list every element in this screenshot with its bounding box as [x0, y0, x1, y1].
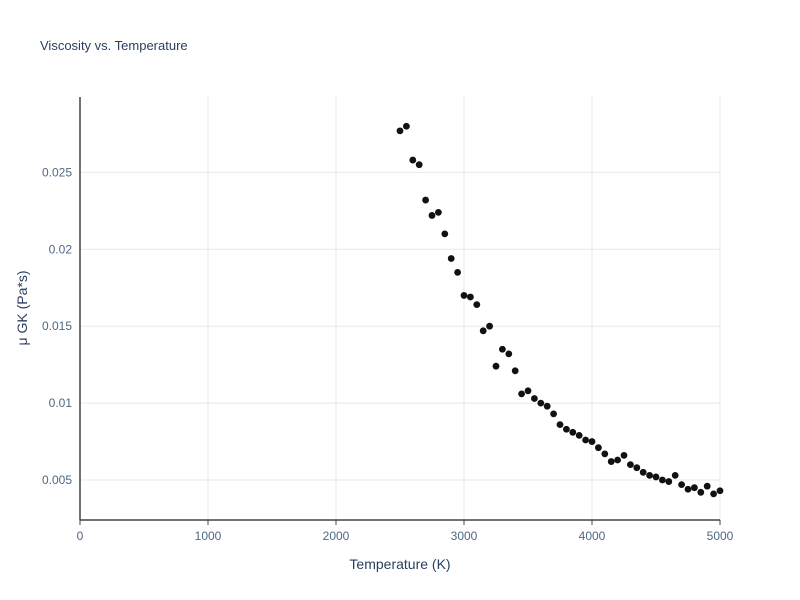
data-point	[633, 464, 641, 472]
data-point	[639, 468, 647, 476]
data-point	[550, 410, 557, 418]
data-point	[460, 292, 468, 299]
data-point	[403, 122, 410, 130]
data-point	[665, 478, 673, 485]
data-point	[537, 399, 545, 407]
data-point	[499, 345, 506, 353]
data-point	[447, 255, 455, 262]
data-point	[511, 367, 519, 375]
data-point	[428, 212, 436, 219]
data-point	[710, 490, 717, 498]
data-point	[556, 421, 564, 429]
data-point	[582, 436, 589, 444]
x-tick-label: 3000	[451, 529, 478, 543]
data-point	[524, 387, 532, 395]
y-tick-label: 0.005	[42, 473, 72, 487]
x-axis-title: Temperature (K)	[349, 556, 451, 572]
data-point	[601, 450, 609, 458]
y-tick-label: 0.01	[49, 396, 73, 410]
data-point	[703, 482, 711, 490]
data-point	[396, 127, 404, 135]
data-point	[479, 327, 487, 335]
data-point	[441, 230, 449, 238]
y-axis-title-text: μ GK (Pa*s)	[14, 270, 30, 346]
data-point	[473, 301, 481, 309]
data-point	[614, 456, 621, 464]
data-point	[569, 428, 577, 436]
data-point	[518, 390, 525, 398]
data-point	[646, 471, 653, 479]
data-point	[435, 208, 442, 216]
data-point	[659, 476, 666, 484]
data-point	[486, 322, 493, 330]
data-point	[543, 402, 551, 410]
data-point	[697, 488, 705, 496]
data-point	[409, 156, 417, 164]
data-point	[620, 451, 628, 459]
y-tick-label: 0.02	[49, 242, 73, 256]
data-point	[678, 481, 685, 489]
x-tick-label: 5000	[707, 529, 734, 543]
x-tick-label: 4000	[579, 529, 606, 543]
data-point	[415, 161, 423, 169]
data-point	[454, 268, 461, 276]
y-tick-label: 0.025	[42, 165, 72, 179]
data-point	[563, 425, 570, 433]
x-tick-label: 2000	[323, 529, 350, 543]
data-point	[627, 461, 634, 469]
data-point	[595, 444, 602, 452]
chart-title: Viscosity vs. Temperature	[40, 38, 188, 53]
data-point	[531, 395, 538, 402]
data-point	[607, 458, 615, 465]
data-point	[671, 471, 679, 479]
data-point	[588, 438, 596, 445]
x-tick-label: 0	[77, 529, 84, 543]
x-tick-label: 1000	[195, 529, 222, 543]
data-point	[716, 487, 724, 495]
data-point	[422, 196, 429, 204]
data-point	[505, 350, 513, 358]
data-point	[575, 432, 583, 439]
data-point	[652, 473, 660, 481]
data-point	[691, 484, 698, 492]
data-point	[492, 362, 500, 370]
data-point	[684, 485, 692, 493]
y-tick-label: 0.015	[42, 319, 72, 333]
data-point	[467, 293, 474, 301]
